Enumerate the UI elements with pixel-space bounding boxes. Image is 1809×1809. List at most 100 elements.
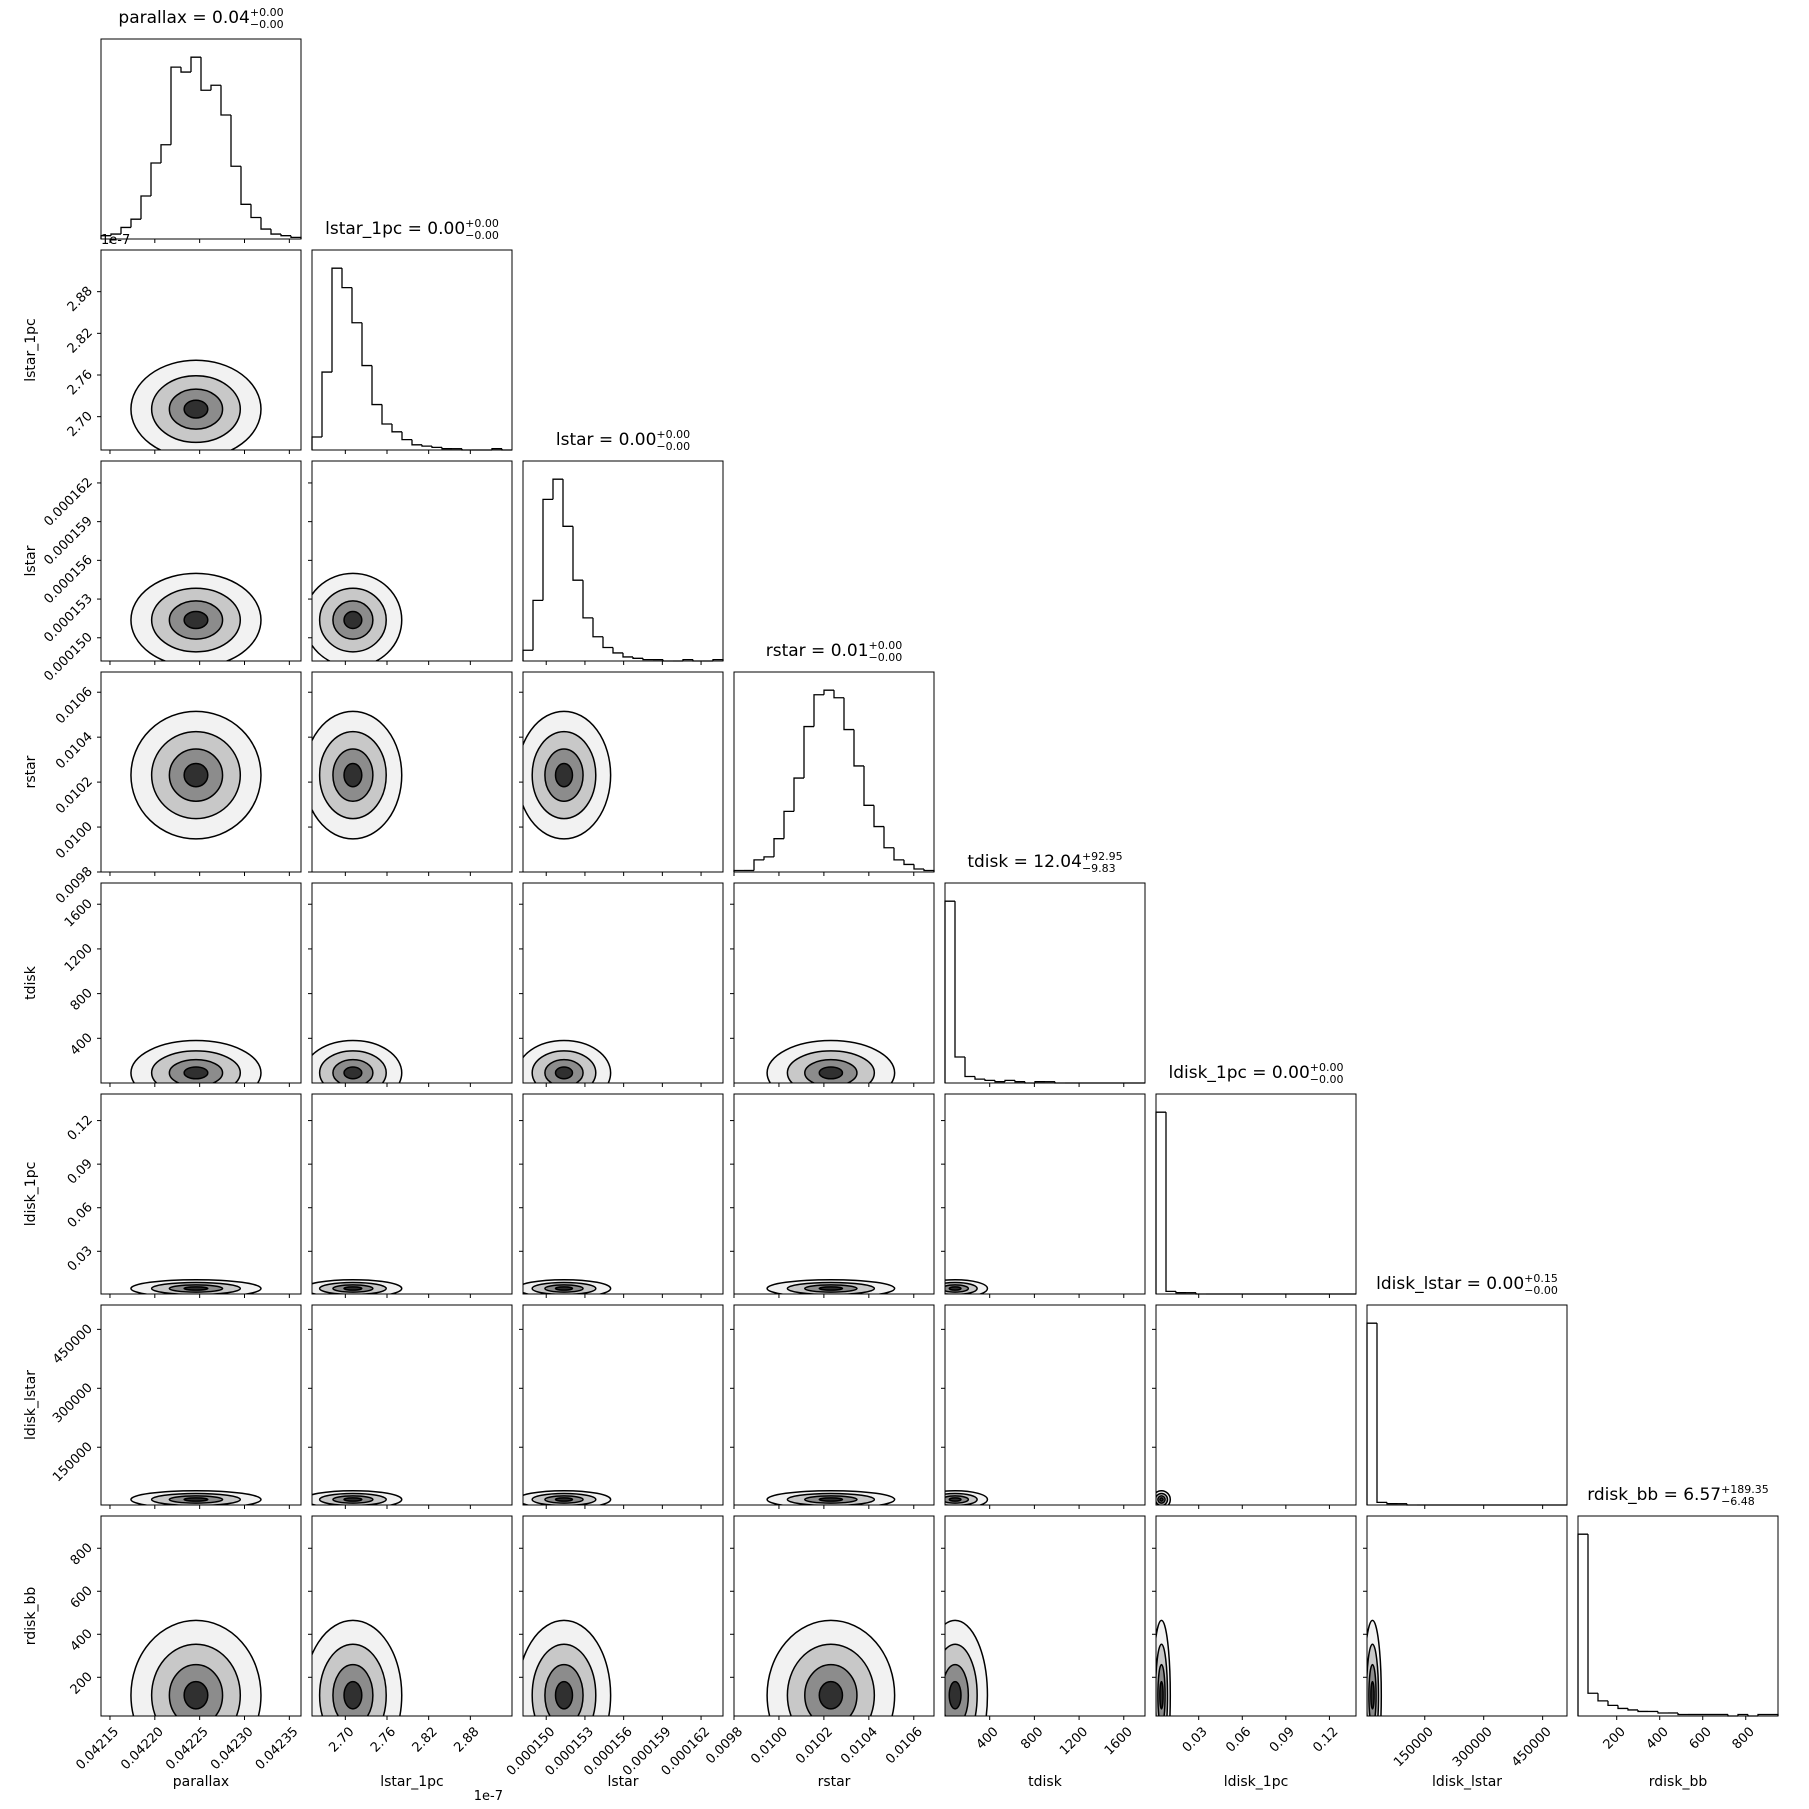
histogram-bin (421, 444, 432, 447)
title-sub: −0.00 (250, 18, 284, 31)
x-tick-label: 0.03 (1180, 1724, 1211, 1755)
panel-frame (1155, 1515, 1357, 1717)
title-main: lstar = 0.00 (556, 430, 657, 450)
y-tick-label: 0.0106 (53, 684, 96, 727)
panel-frame (1577, 1515, 1779, 1717)
title-sup: +0.00 (656, 428, 690, 441)
x-tick-label: 0.04230 (208, 1724, 257, 1773)
x-tick-label: 300000 (1450, 1724, 1496, 1770)
y-axis-label: rdisk_bb (23, 1587, 39, 1646)
density (766, 1489, 896, 1505)
y-tick-label: 0.03 (65, 1244, 96, 1275)
title-sup: +0.00 (1310, 1061, 1344, 1074)
histogram-bin (260, 217, 271, 230)
histogram-bin (220, 85, 231, 116)
panel: ldisk_lstar = 0.00+0.15 −0.00 (1366, 1272, 1568, 1509)
histogram-bin (843, 697, 854, 731)
density-contour (818, 1497, 844, 1502)
density (523, 1619, 612, 1716)
density (945, 1278, 989, 1294)
panel-frame (733, 1304, 935, 1506)
histogram-bin (200, 57, 211, 91)
density (130, 1278, 262, 1294)
title-main: ldisk_lstar = 0.00 (1376, 1274, 1524, 1294)
density-contour (554, 1066, 574, 1080)
panel (1152, 1304, 1357, 1509)
panel (941, 1304, 1146, 1509)
histogram-bin (431, 446, 442, 449)
x-tick-label: 0.04235 (253, 1724, 302, 1773)
density-contour (183, 1066, 209, 1080)
histogram-bin (803, 725, 814, 779)
panel-frame (100, 38, 302, 240)
title-main: lstar_1pc = 0.00 (325, 219, 465, 239)
histogram-bin (1386, 1502, 1397, 1505)
histogram-bin (873, 805, 884, 828)
histogram-bin (522, 649, 533, 661)
x-tick-label: 450000 (1509, 1724, 1555, 1770)
density (312, 1278, 403, 1294)
histogram-bin (381, 404, 392, 425)
density (945, 1489, 989, 1505)
panel: rdisk_bb = 6.57+189.35 −6.48 200 400 600 800 (1577, 1483, 1779, 1753)
x-axis-label: rdisk_bb (1649, 1774, 1708, 1790)
density (312, 710, 403, 840)
panel (308, 882, 513, 1087)
title-sup: +189.35 (1721, 1483, 1769, 1496)
density-contour (183, 1680, 209, 1710)
y-tick-label: 2.76 (65, 367, 96, 398)
y-tick-label: 0.0100 (53, 819, 96, 862)
density (523, 1489, 612, 1505)
histogram-bin (1737, 1713, 1748, 1716)
panel-title: lstar_1pc = 0.00+0.00 −0.00 (325, 217, 499, 242)
y-tick-label: 400 (68, 1031, 96, 1059)
histogram-bin (532, 599, 543, 651)
panel (519, 671, 724, 876)
panel-frame (733, 882, 935, 1084)
histogram-bin (331, 267, 342, 373)
density (1367, 1619, 1383, 1716)
histogram-bin (1757, 1713, 1768, 1716)
histogram-bin (210, 84, 221, 91)
density (1156, 1619, 1172, 1716)
x-tick-label: 0.0104 (838, 1724, 881, 1767)
histogram-bin (311, 436, 322, 450)
panel-frame (944, 1093, 1146, 1295)
x-tick-label: 0.04220 (118, 1724, 167, 1773)
y-tick-label: 800 (68, 1540, 96, 1568)
histogram-bin (783, 810, 794, 839)
histogram-bin (562, 479, 573, 527)
title-sup: +0.00 (250, 6, 284, 19)
panel (308, 1304, 513, 1509)
density-contour (343, 1066, 363, 1080)
panel-frame (522, 882, 724, 1084)
panel-frame (100, 882, 302, 1084)
offset-text: 1e-7 (101, 233, 130, 248)
y-tick-label: 0.09 (65, 1156, 96, 1187)
x-tick-label: 600 (1687, 1724, 1715, 1752)
x-tick-label: 1600 (1102, 1724, 1136, 1758)
x-tick-label: 2.70 (326, 1724, 357, 1755)
histogram-bin (1617, 1705, 1628, 1710)
density (523, 1278, 612, 1294)
title-sub: −0.00 (465, 229, 499, 242)
density-contour (1159, 1680, 1164, 1710)
histogram-bin (602, 636, 613, 649)
panel: 0.03 0.06 0.09 0.12 (1152, 1515, 1357, 1756)
panel (308, 1093, 513, 1298)
offset-text: 1e-7 (474, 1789, 503, 1804)
density-contour (183, 610, 209, 630)
y-tick-label: 2.70 (65, 409, 96, 440)
histogram-bin (1587, 1534, 1598, 1694)
density-contour (343, 762, 363, 788)
density-contour (183, 1286, 209, 1291)
panel: 150000 300000 450000 (1363, 1515, 1568, 1770)
histogram-bin (1677, 1712, 1688, 1716)
histogram-bin (270, 229, 281, 235)
panel: rstar = 0.01+0.00 −0.00 (733, 639, 935, 876)
panel-frame (1155, 1093, 1357, 1295)
y-tick-label: 600 (68, 1583, 96, 1611)
density (312, 572, 403, 661)
